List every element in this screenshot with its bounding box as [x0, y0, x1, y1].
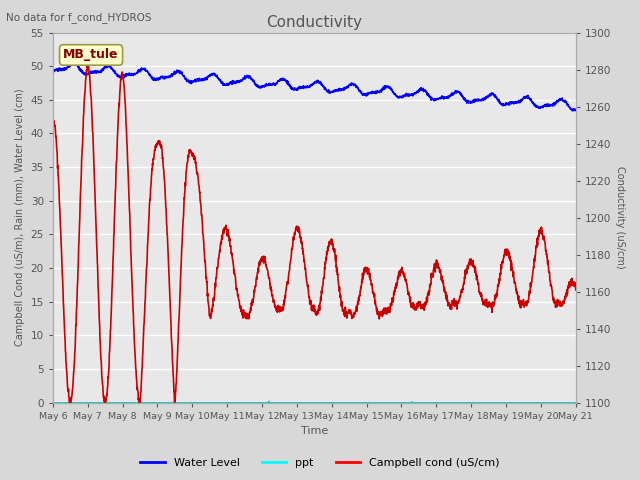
Y-axis label: Campbell Cond (uS/m), Rain (mm), Water Level (cm): Campbell Cond (uS/m), Rain (mm), Water L… — [15, 89, 25, 347]
Legend: Water Level, ppt, Campbell cond (uS/cm): Water Level, ppt, Campbell cond (uS/cm) — [136, 453, 504, 472]
Title: Conductivity: Conductivity — [266, 15, 362, 30]
X-axis label: Time: Time — [301, 426, 328, 436]
Text: No data for f_cond_HYDROS: No data for f_cond_HYDROS — [6, 12, 152, 23]
Text: MB_tule: MB_tule — [63, 48, 119, 61]
Y-axis label: Conductivity (uS/cm): Conductivity (uS/cm) — [615, 166, 625, 269]
